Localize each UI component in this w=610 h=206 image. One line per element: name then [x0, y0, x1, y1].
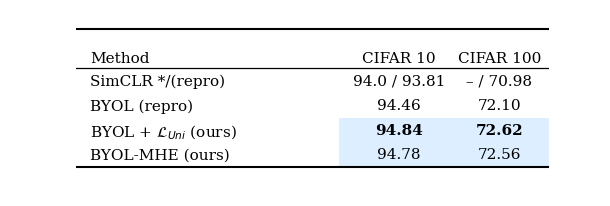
Text: BYOL + $\mathcal{L}_{Uni}$ (ours): BYOL + $\mathcal{L}_{Uni}$ (ours)	[90, 124, 237, 142]
Text: 94.46: 94.46	[377, 99, 421, 113]
Text: 72.62: 72.62	[476, 124, 523, 138]
Bar	[339, 117, 549, 142]
Text: CIFAR 100: CIFAR 100	[458, 52, 541, 66]
Text: BYOL-MHE (ours): BYOL-MHE (ours)	[90, 149, 230, 163]
Text: SimCLR */(repro): SimCLR */(repro)	[90, 75, 226, 89]
Text: 94.0 / 93.81: 94.0 / 93.81	[353, 75, 445, 89]
Text: 72.56: 72.56	[478, 149, 521, 163]
Text: 72.10: 72.10	[478, 99, 521, 113]
Bar	[339, 142, 549, 167]
Text: CIFAR 10: CIFAR 10	[362, 52, 436, 66]
Text: BYOL (repro): BYOL (repro)	[90, 99, 193, 114]
Text: 94.84: 94.84	[375, 124, 423, 138]
Text: – / 70.98: – / 70.98	[467, 75, 533, 89]
Text: Method: Method	[90, 52, 150, 66]
Text: 94.78: 94.78	[377, 149, 421, 163]
